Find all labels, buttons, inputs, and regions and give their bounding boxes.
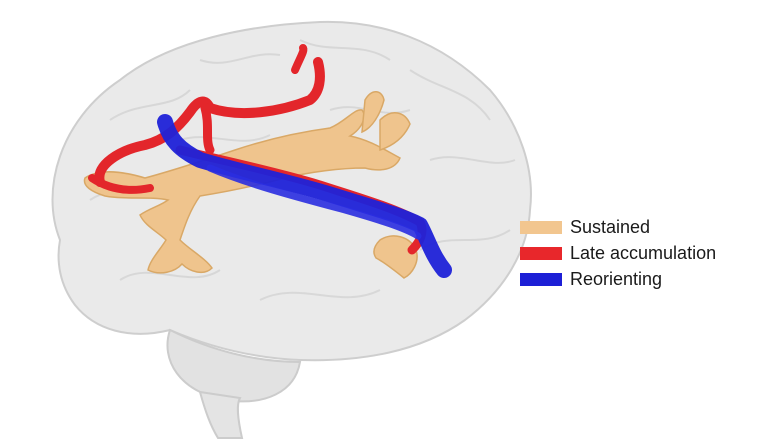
late-accumulation-superior: [205, 57, 325, 119]
reorienting-tract: [157, 114, 452, 278]
brain-illustration: [51, 20, 532, 439]
sustained-posterior-end: [373, 235, 418, 279]
legend-label-reorienting: Reorienting: [570, 268, 663, 289]
legend-swatch-reorienting: [520, 272, 562, 286]
reorienting-secondary: [206, 164, 422, 240]
legend-item-reorienting: Reorienting: [520, 266, 770, 292]
sustained-frontal-branch: [361, 91, 385, 134]
sustained-tract: [83, 91, 418, 279]
cerebellum: [166, 328, 302, 403]
legend: Sustained Late accumulation Reorienting: [520, 214, 770, 292]
legend-item-sustained: Sustained: [520, 214, 770, 240]
late-accumulation-vertical: [200, 103, 215, 155]
legend-swatch-sustained: [520, 220, 562, 234]
sustained-branch-upper: [379, 112, 411, 152]
late-accumulation-arch: [291, 44, 308, 74]
legend-item-late-accumulation: Late accumulation: [520, 240, 770, 266]
reorienting-main: [157, 114, 452, 278]
brainstem: [198, 390, 244, 439]
legend-label-late-accumulation: Late accumulation: [570, 242, 717, 263]
late-accumulation-anterior: [88, 174, 154, 194]
legend-label-sustained: Sustained: [570, 216, 651, 237]
sustained-main-body: [83, 109, 401, 274]
legend-swatch-late-accumulation: [520, 246, 562, 260]
